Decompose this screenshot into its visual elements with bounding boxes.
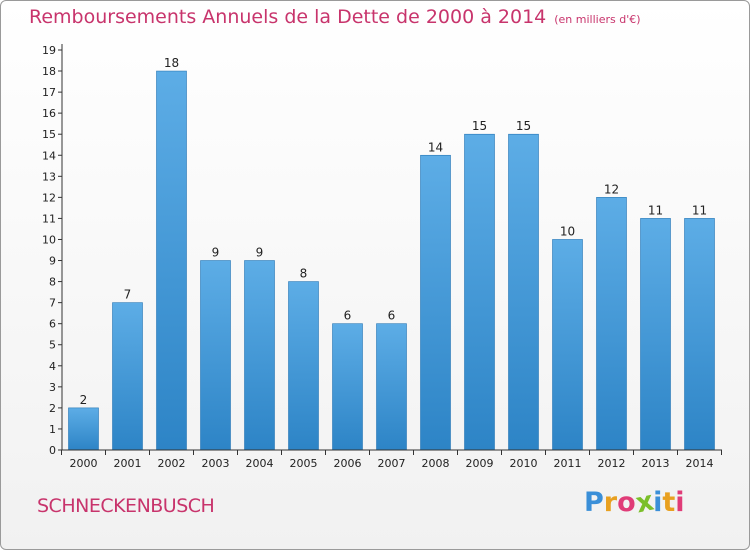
x-tick-label-2009: 2009 [466, 457, 494, 470]
bar-2005 [288, 281, 319, 451]
data-label-2002: 18 [164, 56, 179, 70]
y-tick-label-18: 18 [42, 65, 56, 78]
x-tick-label-2012: 2012 [598, 457, 626, 470]
x-tick-label-2007: 2007 [378, 457, 406, 470]
chart-title: Remboursements Annuels de la Dette de 20… [29, 6, 547, 28]
bar-2008 [420, 154, 451, 451]
y-tick-label-12: 12 [42, 191, 56, 204]
bar-2002 [156, 70, 187, 451]
data-label-2010: 15 [516, 119, 531, 133]
x-tick-label-2003: 2003 [202, 457, 230, 470]
data-label-2011: 10 [560, 224, 575, 238]
logo-letter: t [662, 487, 676, 518]
data-label-2006: 6 [344, 309, 352, 323]
y-tick-label-2: 2 [49, 402, 56, 415]
y-tick-label-19: 19 [42, 44, 56, 57]
x-tick-label-2000: 2000 [70, 457, 98, 470]
logo-letter: i [675, 487, 685, 518]
bar-2014 [684, 218, 715, 451]
y-tick-label-8: 8 [49, 276, 56, 289]
logo-letter: P [584, 487, 604, 518]
y-tick-label-11: 11 [42, 212, 56, 225]
x-tick-label-2001: 2001 [114, 457, 142, 470]
logo-letter: r [603, 487, 618, 518]
x-tick-label-2002: 2002 [158, 457, 186, 470]
x-tick-label-2011: 2011 [554, 457, 582, 470]
data-label-2003: 9 [212, 246, 220, 260]
y-tick-label-4: 4 [49, 360, 56, 373]
y-tick-label-5: 5 [49, 339, 56, 352]
chart-title-block: Remboursements Annuels de la Dette de 20… [29, 6, 641, 28]
bar-2006 [332, 323, 363, 451]
data-label-2007: 6 [388, 309, 396, 323]
y-tick-label-1: 1 [49, 423, 56, 436]
y-tick-label-3: 3 [49, 381, 56, 394]
y-tick-label-10: 10 [42, 233, 56, 246]
bar-2004 [244, 260, 275, 451]
proxiti-logo: Proxiti [584, 486, 685, 520]
y-tick-label-14: 14 [42, 149, 56, 162]
data-label-2012: 12 [604, 182, 619, 196]
bar-2000 [68, 407, 99, 451]
x-tick-label-2008: 2008 [422, 457, 450, 470]
y-tick-label-15: 15 [42, 128, 56, 141]
data-label-2014: 11 [692, 203, 707, 217]
bar-2012 [596, 197, 627, 451]
x-tick-label-2005: 2005 [290, 457, 318, 470]
data-label-2009: 15 [472, 119, 487, 133]
x-tick-label-2013: 2013 [642, 457, 670, 470]
data-label-2013: 11 [648, 203, 663, 217]
chart-subtitle: (en milliers d'€) [554, 13, 641, 26]
y-tick-label-0: 0 [49, 444, 56, 457]
y-tick-label-13: 13 [42, 170, 56, 183]
logo-letter: o [617, 487, 636, 518]
bar-2010 [508, 133, 539, 451]
x-tick-label-2006: 2006 [334, 457, 362, 470]
bar-2013 [640, 218, 671, 451]
bar-2003 [200, 260, 231, 451]
bar-2007 [376, 323, 407, 451]
x-tick-label-2010: 2010 [510, 457, 538, 470]
data-label-2001: 7 [124, 288, 132, 302]
data-label-2008: 14 [428, 140, 443, 154]
bars-layer [68, 70, 715, 451]
y-tick-label-6: 6 [49, 318, 56, 331]
y-tick-label-16: 16 [42, 107, 56, 120]
y-tick-label-7: 7 [49, 297, 56, 310]
commune-name: SCHNECKENBUSCH [37, 495, 215, 517]
data-label-2000: 2 [80, 393, 88, 407]
bar-2011 [552, 239, 583, 451]
data-label-2005: 8 [300, 267, 308, 281]
data-label-2004: 9 [256, 246, 264, 260]
x-tick-label-2004: 2004 [246, 457, 274, 470]
x-tick-label-2014: 2014 [686, 457, 714, 470]
bar-2001 [112, 302, 143, 451]
y-tick-label-17: 17 [42, 86, 56, 99]
logo-letter: i [653, 487, 663, 518]
y-tick-label-9: 9 [49, 255, 56, 268]
bar-2009 [464, 133, 495, 451]
